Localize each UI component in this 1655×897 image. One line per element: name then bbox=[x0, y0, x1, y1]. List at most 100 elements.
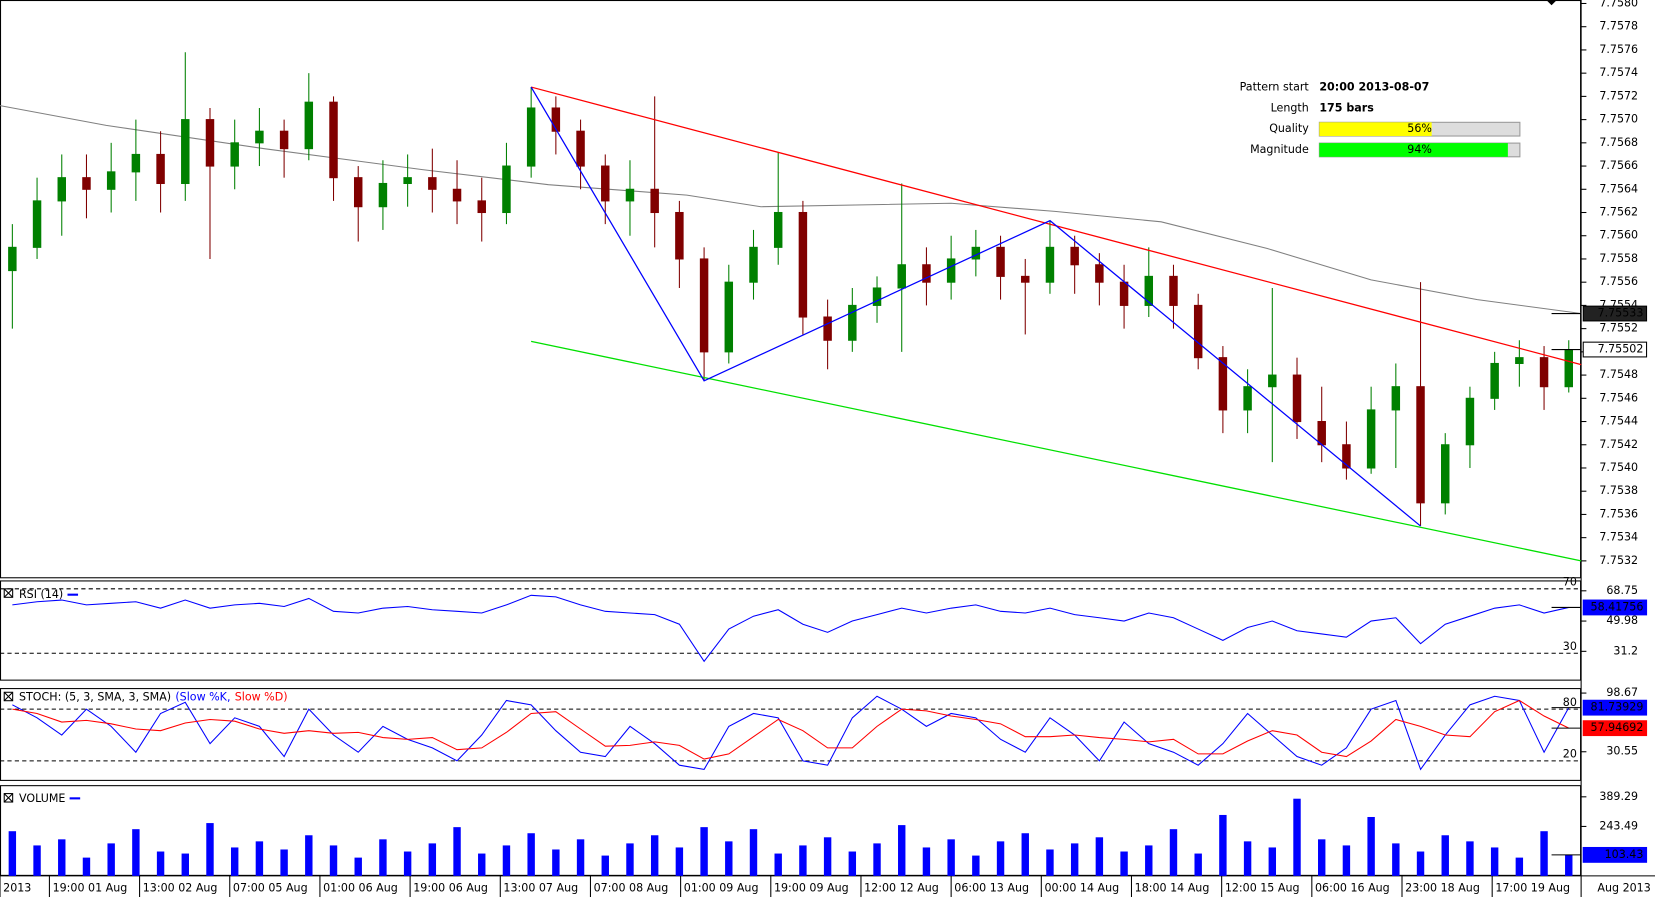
volume-bar bbox=[576, 839, 585, 876]
x-tick-label: 13:00 07 Aug bbox=[503, 882, 578, 895]
panel-title: RSI (14) bbox=[19, 588, 63, 601]
y-tick-label: 7.7570 bbox=[1599, 113, 1638, 126]
x-tick-label: 12:00 15 Aug bbox=[1225, 882, 1300, 895]
value-box bbox=[1582, 305, 1648, 322]
candle-body bbox=[255, 130, 264, 144]
close-icon bbox=[3, 691, 14, 702]
volume-bar bbox=[1540, 831, 1548, 876]
candle-body bbox=[304, 101, 314, 150]
rsi-panel bbox=[0, 580, 1582, 681]
candle-body bbox=[403, 177, 412, 185]
stoch-panel bbox=[0, 688, 1582, 781]
candle-body bbox=[872, 287, 882, 306]
value-box bbox=[1582, 341, 1648, 358]
level-label: 20 bbox=[1563, 748, 1577, 761]
volume-bar bbox=[996, 841, 1005, 876]
value-box bbox=[1582, 599, 1648, 616]
candle-body bbox=[848, 304, 857, 341]
volume-bar bbox=[478, 853, 486, 876]
volume-bar bbox=[626, 843, 634, 876]
info-bar bbox=[1319, 122, 1432, 137]
volume-bar bbox=[675, 847, 684, 876]
candle-body bbox=[230, 142, 239, 167]
volume-bar bbox=[230, 847, 239, 876]
y-tick-label: 68.75 bbox=[1606, 584, 1638, 597]
value-label: 103.43 bbox=[1605, 848, 1644, 861]
volume-bar bbox=[1490, 847, 1499, 876]
y-tick-label: 389.29 bbox=[1599, 790, 1638, 803]
volume-bar bbox=[1441, 835, 1449, 876]
volume-bar bbox=[132, 829, 140, 876]
level-label: 30 bbox=[1563, 640, 1577, 653]
volume-bar bbox=[848, 851, 857, 876]
y-tick-label: 7.7548 bbox=[1599, 368, 1638, 381]
value-box bbox=[1582, 720, 1648, 737]
candle-body bbox=[1342, 444, 1351, 469]
candle-body bbox=[996, 246, 1005, 277]
volume-bar bbox=[379, 839, 387, 876]
volume-bar bbox=[1318, 839, 1326, 876]
indicator-line bbox=[12, 695, 1570, 771]
candle-body bbox=[1317, 421, 1326, 446]
candle-body bbox=[8, 246, 17, 272]
info-label: Magnitude bbox=[1250, 143, 1309, 156]
volume-bar bbox=[82, 857, 91, 876]
info-value: 175 bars bbox=[1319, 101, 1374, 114]
legend-entry: Slow %D) bbox=[235, 691, 288, 704]
candle-body bbox=[181, 119, 190, 185]
candle-body bbox=[1021, 275, 1030, 283]
volume-bar bbox=[1243, 841, 1252, 876]
y-tick-label: 7.7546 bbox=[1599, 391, 1638, 404]
volume-bar bbox=[1095, 837, 1104, 876]
candle-body bbox=[428, 177, 437, 190]
value-label: 81.73929 bbox=[1591, 701, 1644, 714]
y-tick-label: 7.7544 bbox=[1599, 415, 1638, 428]
info-value: 20:00 2013-08-07 bbox=[1319, 81, 1429, 94]
x-axis-label: Aug 2013 bbox=[1597, 882, 1650, 895]
candle-body bbox=[650, 188, 659, 214]
candle-body bbox=[946, 258, 956, 283]
volume-bar bbox=[799, 845, 807, 876]
candle-body bbox=[32, 200, 42, 248]
volume-bar bbox=[58, 839, 66, 876]
volume-bar bbox=[1416, 851, 1425, 876]
volume-bar bbox=[1120, 851, 1128, 876]
x-tick-label: 01:00 09 Aug bbox=[684, 882, 759, 895]
y-tick-label: 7.7578 bbox=[1599, 20, 1638, 33]
volume-bar bbox=[552, 849, 560, 876]
value-label: 7.75533 bbox=[1598, 307, 1644, 320]
volume-bar bbox=[774, 853, 782, 876]
volume-bar bbox=[255, 841, 264, 876]
value-label: 7.75502 bbox=[1598, 343, 1644, 356]
y-tick-label: 49.98 bbox=[1606, 614, 1638, 627]
volume-bar bbox=[1021, 833, 1029, 876]
volume-bar bbox=[749, 829, 758, 876]
y-tick-label: 7.7576 bbox=[1599, 43, 1638, 56]
value-box bbox=[1582, 846, 1648, 863]
volume-bar bbox=[8, 831, 17, 876]
indicator-line bbox=[12, 594, 1569, 663]
volume-bar bbox=[1219, 814, 1227, 876]
candle-body bbox=[798, 211, 808, 318]
candle-body bbox=[279, 130, 289, 150]
candle-body bbox=[1416, 386, 1425, 504]
y-tick-label: 7.7542 bbox=[1599, 438, 1638, 451]
x-tick-label: 06:00 13 Aug bbox=[954, 882, 1029, 895]
candle-body bbox=[1193, 304, 1203, 359]
candle-body bbox=[1366, 409, 1376, 469]
candle-body bbox=[1268, 374, 1277, 388]
volume-bar bbox=[107, 843, 115, 876]
y-tick-label: 7.7556 bbox=[1599, 275, 1638, 288]
candle-body bbox=[1515, 357, 1524, 364]
candle-body bbox=[1465, 397, 1475, 446]
candle-body bbox=[1564, 349, 1573, 388]
pattern-line bbox=[530, 340, 1582, 562]
y-tick-label: 98.67 bbox=[1606, 686, 1638, 699]
volume-bar bbox=[972, 855, 980, 876]
y-tick-label: 243.49 bbox=[1599, 819, 1638, 832]
y-tick-label: 7.7564 bbox=[1599, 182, 1638, 195]
volume-bar bbox=[206, 823, 214, 876]
candle-body bbox=[329, 101, 338, 179]
panel-title: STOCH: (5, 3, SMA, 3, SMA) bbox=[19, 691, 171, 704]
